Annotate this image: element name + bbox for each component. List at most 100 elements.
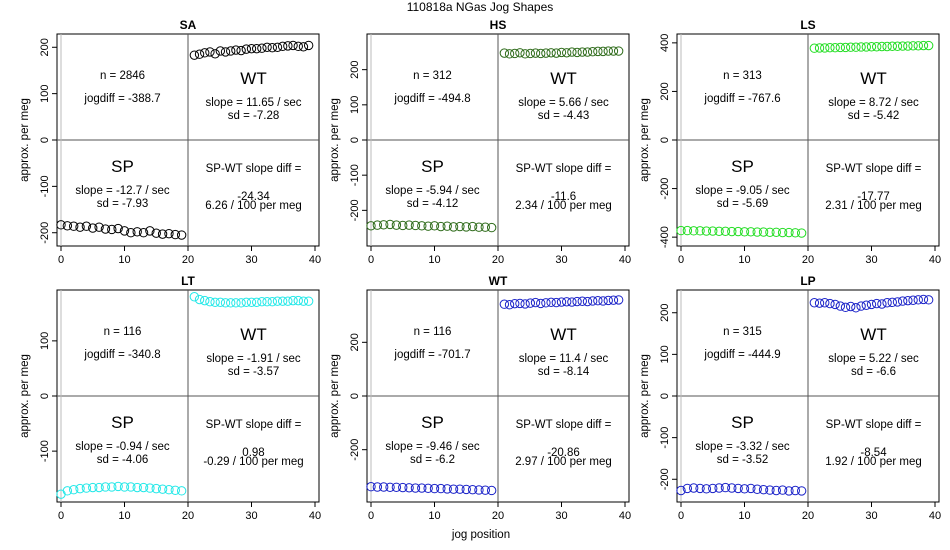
sp-data-point bbox=[701, 484, 712, 494]
sp-data-point bbox=[379, 220, 389, 230]
y-tick-label: -200 bbox=[659, 178, 671, 200]
sp-data-point bbox=[385, 482, 395, 492]
panel-lp: LP 0 10 20 30 40 -200 -100 0 100 200 approx. per me… bbox=[639, 274, 941, 522]
wt-data-point bbox=[820, 43, 830, 53]
jogdiff-text: jogdiff = -494.8 bbox=[393, 93, 470, 105]
slope-diff-label: SP-WT slope diff = bbox=[516, 163, 612, 175]
y-tick-label: -200 bbox=[349, 199, 361, 221]
sp-data-point bbox=[81, 483, 92, 493]
wt-data-point bbox=[530, 48, 541, 58]
sp-data-point bbox=[164, 228, 174, 239]
n-count-text: n = 116 bbox=[104, 326, 142, 338]
x-tick-label: 30 bbox=[865, 254, 877, 266]
wt-data-point bbox=[814, 298, 825, 308]
sp-data-point bbox=[385, 219, 395, 230]
sp-label: SP bbox=[421, 157, 444, 176]
sp-data-point bbox=[790, 485, 800, 496]
sp-slope-text: slope = -5.94 / sec bbox=[385, 185, 480, 197]
panel-title: HS bbox=[490, 18, 507, 32]
sp-data-point bbox=[442, 221, 452, 231]
sp-slope-text: slope = -12.7 / sec bbox=[75, 185, 170, 197]
wt-data-point bbox=[236, 45, 246, 56]
wt-data-point bbox=[825, 43, 835, 53]
sp-data-point bbox=[455, 221, 465, 232]
sp-data-point bbox=[676, 485, 686, 496]
wt-data-point bbox=[226, 46, 236, 56]
wt-data-point bbox=[525, 298, 536, 308]
wt-data-point bbox=[215, 46, 226, 56]
sp-data-point bbox=[176, 486, 187, 496]
y-tick-label: 100 bbox=[349, 96, 361, 114]
x-tick-label: 0 bbox=[368, 510, 374, 522]
wt-data-point bbox=[840, 302, 851, 313]
wt-data-point bbox=[257, 297, 267, 307]
sp-data-point bbox=[138, 482, 149, 493]
sp-data-point bbox=[771, 227, 781, 237]
wt-slope-text: slope = 5.66 / sec bbox=[518, 97, 609, 109]
n-count-text: n = 313 bbox=[723, 70, 762, 82]
sp-data-point bbox=[689, 483, 699, 493]
n-count-text: n = 312 bbox=[413, 70, 452, 82]
x-tick-label: 20 bbox=[492, 254, 504, 266]
y-tick-label: 200 bbox=[39, 38, 51, 56]
sp-data-point bbox=[170, 229, 181, 240]
wt-slope-text: slope = -1.91 / sec bbox=[206, 353, 301, 365]
wt-sd-text: sd = -4.43 bbox=[538, 110, 589, 122]
wt-data-point bbox=[809, 298, 820, 308]
sp-data-point bbox=[461, 222, 471, 232]
slope-diff-per-text: 2.31 / 100 per meg bbox=[825, 200, 922, 212]
sp-data-point bbox=[777, 485, 788, 495]
x-tick-label: 0 bbox=[678, 254, 684, 266]
sp-sd-text: sd = -4.06 bbox=[97, 454, 148, 466]
sp-data-point bbox=[81, 221, 92, 231]
sp-data-point bbox=[126, 482, 136, 492]
wt-data-point bbox=[515, 298, 525, 309]
sp-data-point bbox=[366, 221, 376, 231]
sp-slope-text: slope = -3.32 / sec bbox=[695, 441, 790, 453]
wt-data-point bbox=[598, 46, 608, 57]
wt-data-point bbox=[303, 296, 314, 306]
y-tick-label: -100 bbox=[39, 175, 51, 197]
wt-data-point bbox=[561, 48, 572, 58]
wt-data-point bbox=[546, 48, 556, 58]
wt-data-point bbox=[587, 296, 598, 306]
sp-label: SP bbox=[731, 413, 754, 432]
x-tick-label: 20 bbox=[802, 510, 814, 522]
sp-data-point bbox=[708, 226, 718, 236]
sp-data-point bbox=[689, 226, 699, 236]
wt-data-point bbox=[246, 297, 257, 307]
sp-data-point bbox=[720, 482, 731, 493]
sp-data-point bbox=[69, 485, 79, 495]
sp-data-point bbox=[758, 227, 769, 237]
wt-data-point bbox=[262, 297, 272, 307]
x-tick-label: 40 bbox=[929, 510, 941, 522]
sp-data-point bbox=[145, 226, 155, 236]
wt-data-point bbox=[236, 298, 246, 308]
wt-data-point bbox=[908, 295, 918, 305]
wt-data-point bbox=[871, 298, 882, 309]
wt-slope-text: slope = 11.4 / sec bbox=[519, 353, 609, 365]
wt-data-point bbox=[582, 47, 593, 57]
x-tick-label: 20 bbox=[492, 510, 504, 522]
sp-data-point bbox=[739, 484, 750, 494]
wt-data-point bbox=[846, 42, 856, 52]
y-tick-label: 100 bbox=[659, 345, 671, 363]
y-tick-label: 400 bbox=[659, 34, 671, 52]
wt-data-point bbox=[866, 299, 877, 310]
slope-diff-label: SP-WT slope diff = bbox=[516, 419, 612, 431]
sp-data-point bbox=[62, 221, 73, 231]
panel-title: LP bbox=[800, 274, 815, 288]
wt-data-point bbox=[541, 298, 551, 308]
wt-data-point bbox=[851, 42, 861, 52]
wt-data-point bbox=[520, 299, 530, 309]
sp-data-point bbox=[436, 483, 446, 494]
wt-data-point bbox=[262, 42, 272, 52]
sp-data-point bbox=[69, 221, 79, 231]
y-tick-label: -200 bbox=[349, 439, 361, 461]
wt-data-point bbox=[913, 41, 923, 51]
sp-data-point bbox=[398, 220, 408, 231]
y-tick-label: 200 bbox=[349, 333, 361, 351]
sp-data-point bbox=[752, 484, 762, 494]
sp-label: SP bbox=[111, 413, 134, 432]
